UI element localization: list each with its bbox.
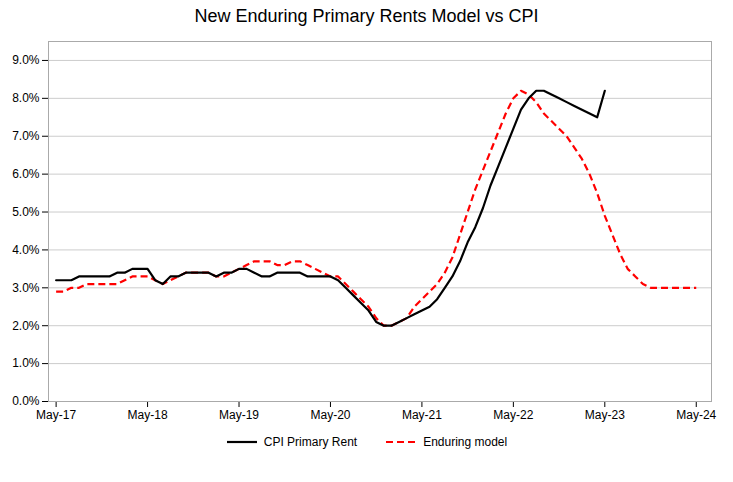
svg-text:May-18: May-18 bbox=[128, 408, 168, 422]
svg-text:May-17: May-17 bbox=[36, 408, 76, 422]
svg-text:May-21: May-21 bbox=[402, 408, 442, 422]
svg-text:0.0%: 0.0% bbox=[12, 394, 40, 408]
svg-text:May-23: May-23 bbox=[585, 408, 625, 422]
svg-text:7.0%: 7.0% bbox=[12, 129, 40, 143]
html-text:Enduring model: Enduring model bbox=[423, 435, 508, 449]
html-text:New Enduring Primary Rents Mod: New Enduring Primary Rents Model vs CPI bbox=[194, 6, 539, 26]
svg-text:May-22: May-22 bbox=[493, 408, 533, 422]
svg-text:5.0%: 5.0% bbox=[12, 205, 40, 219]
svg-text:May-19: May-19 bbox=[219, 408, 259, 422]
svg-text:6.0%: 6.0% bbox=[12, 167, 40, 181]
svg-text:2.0%: 2.0% bbox=[12, 319, 40, 333]
svg-text:3.0%: 3.0% bbox=[12, 281, 40, 295]
svg-text:8.0%: 8.0% bbox=[12, 91, 40, 105]
svg-text:May-20: May-20 bbox=[310, 408, 350, 422]
svg-text:1.0%: 1.0% bbox=[12, 356, 40, 370]
svg-text:9.0%: 9.0% bbox=[12, 53, 40, 67]
svg-text:May-24: May-24 bbox=[676, 408, 716, 422]
html-text:CPI Primary Rent: CPI Primary Rent bbox=[263, 435, 358, 449]
svg-text:4.0%: 4.0% bbox=[12, 243, 40, 257]
